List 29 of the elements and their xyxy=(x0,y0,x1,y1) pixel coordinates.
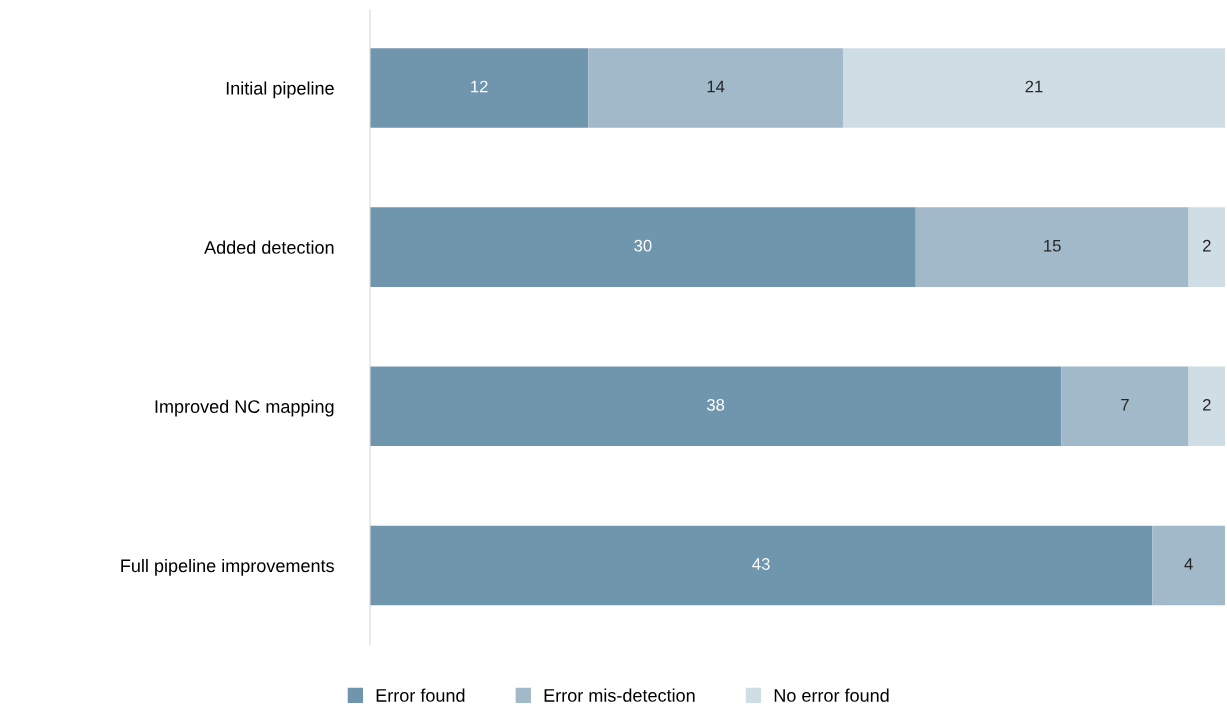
bar xyxy=(370,525,1153,606)
legend-label: No error found xyxy=(774,688,889,702)
bar xyxy=(370,48,589,128)
data-label: 2 xyxy=(1203,398,1211,411)
data-label: 14 xyxy=(707,80,725,93)
bar xyxy=(1188,366,1225,447)
data-label: 2 xyxy=(1203,239,1211,252)
y-tick-label: Added detection xyxy=(204,240,334,254)
bar xyxy=(370,207,916,287)
data-label: 30 xyxy=(634,239,652,252)
bar xyxy=(370,366,1062,447)
bar xyxy=(1061,366,1189,447)
y-tick-label: Improved NC mapping xyxy=(155,399,334,417)
data-label: 38 xyxy=(707,398,725,411)
bar xyxy=(842,48,1225,128)
bar xyxy=(1152,525,1225,606)
legend-label: Error found xyxy=(376,688,465,702)
data-label: 4 xyxy=(1184,558,1193,570)
y-tick-label: Full pipeline improvements xyxy=(121,558,334,576)
bar xyxy=(1188,207,1225,287)
data-label: 43 xyxy=(752,558,770,570)
data-label: 21 xyxy=(1025,80,1043,93)
bar xyxy=(588,48,843,128)
data-label: 12 xyxy=(471,80,488,93)
data-label: 7 xyxy=(1121,399,1129,411)
data-label: 15 xyxy=(1044,239,1061,252)
legend-label: Error mis-detection xyxy=(544,688,695,702)
bar xyxy=(915,207,1189,287)
y-tick-label: Initial pipeline xyxy=(226,81,334,99)
